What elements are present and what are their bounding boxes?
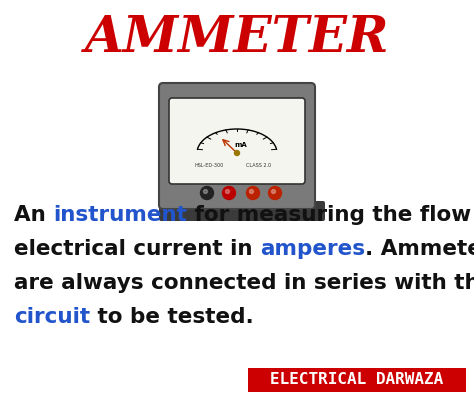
Text: amperes: amperes (260, 239, 365, 259)
Text: . Ammeters: . Ammeters (365, 239, 474, 259)
Text: electrical current in: electrical current in (14, 239, 260, 259)
Text: are always connected in series with the: are always connected in series with the (14, 273, 474, 293)
Text: ELECTRICAL DARWAZA: ELECTRICAL DARWAZA (270, 372, 444, 387)
Circle shape (246, 187, 259, 200)
Circle shape (235, 150, 239, 156)
Text: circuit: circuit (14, 307, 90, 327)
Text: to be tested.: to be tested. (90, 307, 254, 327)
Circle shape (222, 187, 236, 200)
Circle shape (201, 187, 213, 200)
Circle shape (268, 187, 282, 200)
Text: for measuring the flow of: for measuring the flow of (187, 205, 474, 225)
Text: An: An (14, 205, 53, 225)
Text: mA: mA (235, 142, 247, 148)
Text: HSL-ED-300: HSL-ED-300 (194, 163, 224, 168)
Text: instrument: instrument (53, 205, 187, 225)
FancyBboxPatch shape (159, 83, 315, 209)
Text: CLASS 2.0: CLASS 2.0 (246, 163, 272, 168)
Text: AMMETER: AMMETER (85, 14, 389, 63)
FancyBboxPatch shape (248, 368, 466, 392)
FancyBboxPatch shape (169, 98, 305, 184)
Circle shape (226, 189, 229, 193)
Circle shape (203, 189, 208, 193)
Circle shape (249, 189, 254, 193)
FancyBboxPatch shape (159, 201, 325, 221)
Circle shape (272, 189, 275, 193)
